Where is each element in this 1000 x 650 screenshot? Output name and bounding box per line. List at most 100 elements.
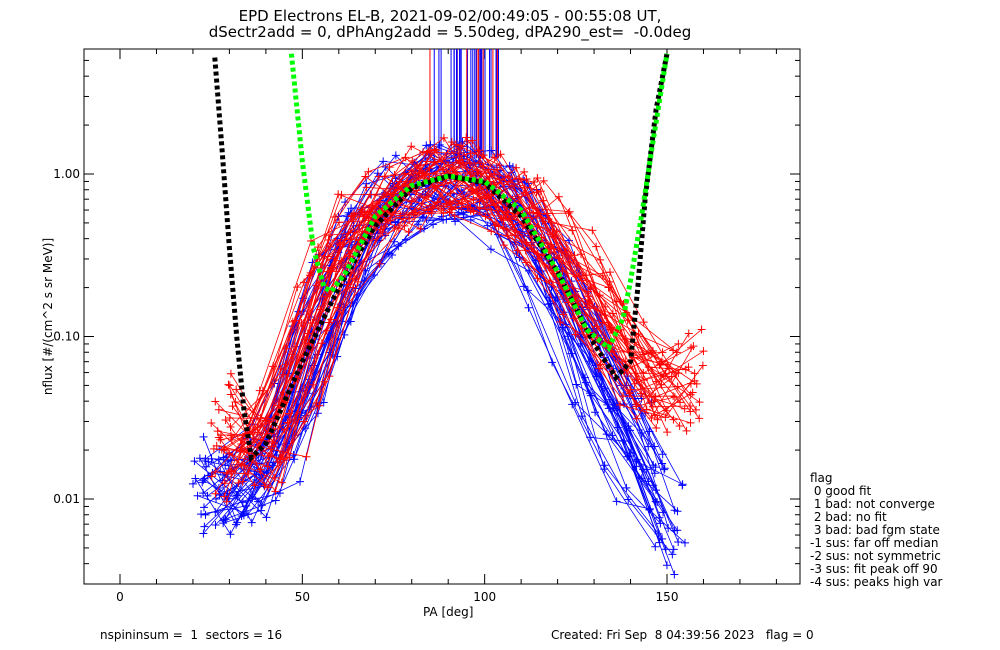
data-point (651, 463, 660, 472)
data-point (650, 469, 659, 478)
data-point (240, 461, 249, 470)
data-point (487, 146, 496, 155)
data-point (487, 227, 496, 236)
data-point (426, 140, 435, 149)
data-point (688, 388, 697, 397)
data-point (277, 478, 286, 487)
data-point (468, 136, 477, 145)
data-point (601, 302, 610, 311)
footer-right: Created: Fri Sep 8 04:39:56 2023 flag = … (551, 628, 814, 642)
data-point (289, 451, 298, 460)
y-tick-label: 0.01 (53, 492, 80, 506)
data-point (536, 187, 545, 196)
data-point (684, 363, 693, 372)
data-point (568, 400, 577, 409)
data-point (504, 172, 513, 181)
data-point (312, 281, 321, 290)
data-point (333, 303, 342, 312)
data-point (625, 389, 634, 398)
data-point (687, 343, 696, 352)
data-point (225, 414, 234, 423)
fit-curve-black (212, 53, 670, 463)
data-point (199, 476, 208, 485)
data-point (237, 444, 246, 453)
data-point (670, 393, 679, 402)
data-point (188, 479, 197, 488)
data-point (600, 465, 609, 474)
data-point (200, 522, 209, 531)
data-point (216, 467, 225, 476)
data-point (212, 441, 221, 450)
data-point (238, 498, 247, 507)
data-point (493, 165, 502, 174)
data-point (496, 150, 505, 159)
data-curve (215, 154, 676, 531)
data-point (197, 510, 206, 519)
data-point (195, 454, 204, 463)
data-point (234, 478, 243, 487)
data-point (554, 192, 563, 201)
data-point (416, 161, 425, 170)
legend-item: 2 bad: no fit (810, 510, 887, 524)
data-point (565, 257, 574, 266)
data-point (695, 414, 704, 423)
legend-item: 3 bad: bad fgm state (810, 523, 940, 537)
data-point (296, 477, 305, 486)
data-point (219, 453, 228, 462)
legend-item: -4 sus: peaks high var (810, 575, 943, 589)
data-point (439, 165, 448, 174)
data-point (300, 278, 309, 287)
data-point (375, 259, 384, 268)
y-axis-label: nflux [#/(cm^2 s sr MeV)] (41, 238, 55, 395)
data-point (200, 457, 209, 466)
data-point (553, 292, 562, 301)
data-point (199, 432, 208, 441)
data-point (558, 323, 567, 332)
data-point (520, 167, 529, 176)
data-point (469, 195, 478, 204)
data-point (660, 465, 669, 474)
data-point (347, 204, 356, 213)
data-point (303, 329, 312, 338)
data-point (483, 221, 492, 230)
data-point (532, 188, 541, 197)
data-point (439, 133, 448, 142)
data-point (524, 303, 533, 312)
data-point (674, 339, 683, 348)
data-point (670, 570, 679, 579)
data-point (244, 469, 253, 478)
data-point (650, 411, 659, 420)
data-point (211, 521, 220, 530)
data-point (664, 524, 673, 533)
data-point (632, 414, 641, 423)
data-point (462, 133, 471, 142)
data-point (262, 513, 271, 522)
data-point (678, 480, 687, 489)
data-point (642, 405, 651, 414)
data-point (450, 211, 459, 220)
data-point (478, 162, 487, 171)
data-point (591, 408, 600, 417)
data-point (379, 157, 388, 166)
data-point (459, 210, 468, 219)
data-point (433, 197, 442, 206)
data-point (203, 471, 212, 480)
data-point (227, 435, 236, 444)
data-point (485, 172, 494, 181)
data-point (680, 404, 689, 413)
data-point (226, 369, 235, 378)
data-point (619, 392, 628, 401)
data-point (280, 426, 289, 435)
data-point (271, 487, 280, 496)
data-point (215, 491, 224, 500)
data-point (448, 163, 457, 172)
data-point (592, 242, 601, 251)
data-point (275, 489, 284, 498)
data-point (669, 346, 678, 355)
plot-area (188, 49, 708, 579)
data-point (653, 498, 662, 507)
data-curve (215, 145, 685, 475)
data-point (519, 282, 528, 291)
data-curve (228, 166, 678, 512)
data-point (222, 497, 231, 506)
